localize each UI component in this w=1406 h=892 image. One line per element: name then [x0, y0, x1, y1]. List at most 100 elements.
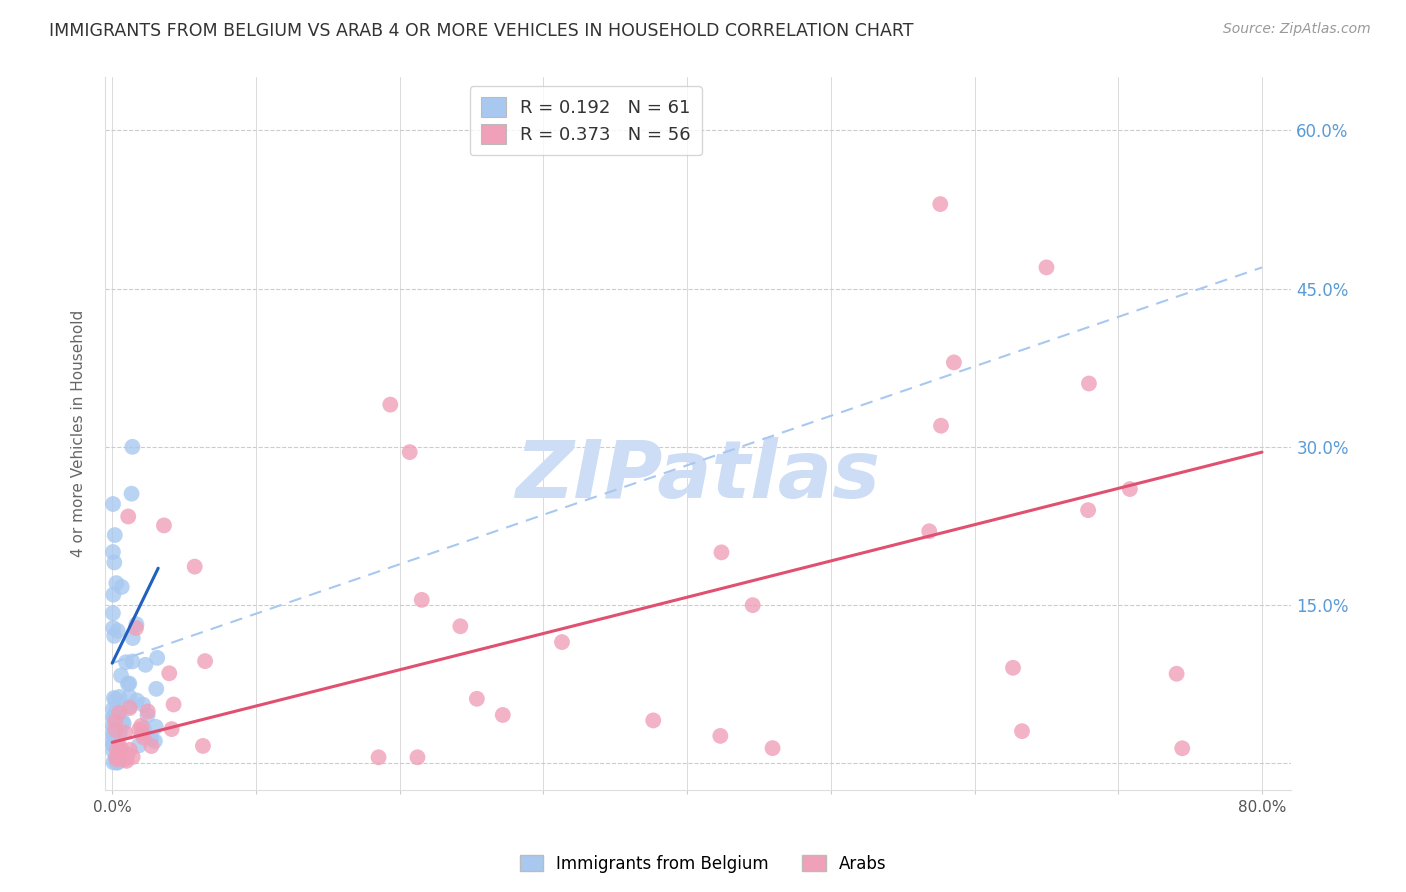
Point [139, 731, 162, 746]
Point [108, 690, 131, 704]
Point [125, 693, 148, 707]
Point [551, 635, 574, 649]
Point [121, 486, 143, 500]
Point [128, 723, 150, 737]
Point [1077, 503, 1099, 517]
Point [162, 698, 184, 712]
Point [103, 738, 125, 752]
Point [104, 528, 127, 542]
Point [367, 750, 389, 764]
Point [107, 743, 129, 757]
Point [105, 576, 128, 591]
Point [741, 598, 763, 612]
Point [1035, 260, 1057, 275]
Point [111, 714, 134, 729]
Point [132, 731, 155, 745]
Point [143, 734, 166, 748]
Point [103, 629, 125, 643]
Point [108, 739, 131, 753]
Point [105, 703, 128, 717]
Point [101, 497, 124, 511]
Point [118, 699, 141, 714]
Point [104, 723, 127, 737]
Point [101, 710, 124, 724]
Point [129, 719, 152, 733]
Point [449, 619, 471, 633]
Point [191, 739, 214, 753]
Point [103, 691, 125, 706]
Point [153, 518, 176, 533]
Y-axis label: 4 or more Vehicles in Household: 4 or more Vehicles in Household [72, 310, 86, 558]
Point [136, 708, 159, 723]
Point [110, 741, 132, 756]
Point [105, 752, 128, 766]
Point [117, 509, 139, 524]
Point [104, 739, 127, 754]
Point [105, 750, 128, 764]
Text: IMMIGRANTS FROM BELGIUM VS ARAB 4 OR MORE VEHICLES IN HOUSEHOLD CORRELATION CHAR: IMMIGRANTS FROM BELGIUM VS ARAB 4 OR MOR… [49, 22, 914, 40]
Point [107, 756, 129, 770]
Point [103, 729, 125, 743]
Point [125, 617, 148, 632]
Point [105, 756, 128, 770]
Point [118, 701, 141, 715]
Text: Source: ZipAtlas.com: Source: ZipAtlas.com [1223, 22, 1371, 37]
Point [145, 720, 167, 734]
Point [103, 588, 125, 602]
Point [115, 655, 138, 669]
Point [101, 545, 124, 559]
Point [103, 756, 125, 770]
Point [132, 698, 155, 712]
Point [110, 668, 132, 682]
Point [105, 709, 128, 723]
Point [117, 677, 139, 691]
Point [132, 722, 155, 736]
Point [111, 580, 134, 594]
Point [118, 676, 141, 690]
Point [125, 621, 148, 635]
Point [104, 735, 127, 749]
Point [117, 747, 139, 761]
Point [492, 708, 515, 723]
Point [121, 440, 143, 454]
Point [118, 690, 141, 704]
Point [1011, 724, 1033, 739]
Point [146, 651, 169, 665]
Point [101, 606, 124, 620]
Point [643, 714, 665, 728]
Point [710, 545, 733, 559]
Point [105, 743, 128, 757]
Point [918, 524, 941, 539]
Point [929, 418, 952, 433]
Legend: R = 0.192   N = 61, R = 0.373   N = 56: R = 0.192 N = 61, R = 0.373 N = 56 [470, 87, 702, 155]
Point [929, 197, 952, 211]
Point [114, 752, 136, 766]
Point [112, 716, 135, 731]
Point [136, 704, 159, 718]
Point [115, 754, 138, 768]
Text: ZIPatlas: ZIPatlas [516, 437, 880, 516]
Point [103, 556, 125, 570]
Point [101, 726, 124, 740]
Point [183, 559, 205, 574]
Point [121, 631, 143, 645]
Point [128, 739, 150, 753]
Point [465, 691, 488, 706]
Point [104, 751, 127, 765]
Point [114, 725, 136, 739]
Point [398, 445, 420, 459]
Point [101, 702, 124, 716]
Point [942, 355, 965, 369]
Point [118, 743, 141, 757]
Point [1171, 741, 1194, 756]
Point [145, 681, 167, 696]
Legend: Immigrants from Belgium, Arabs: Immigrants from Belgium, Arabs [513, 848, 893, 880]
Point [131, 726, 153, 740]
Point [104, 692, 127, 706]
Point [101, 621, 124, 635]
Point [141, 739, 163, 753]
Point [160, 722, 183, 736]
Point [107, 756, 129, 770]
Point [101, 718, 124, 732]
Point [1001, 661, 1024, 675]
